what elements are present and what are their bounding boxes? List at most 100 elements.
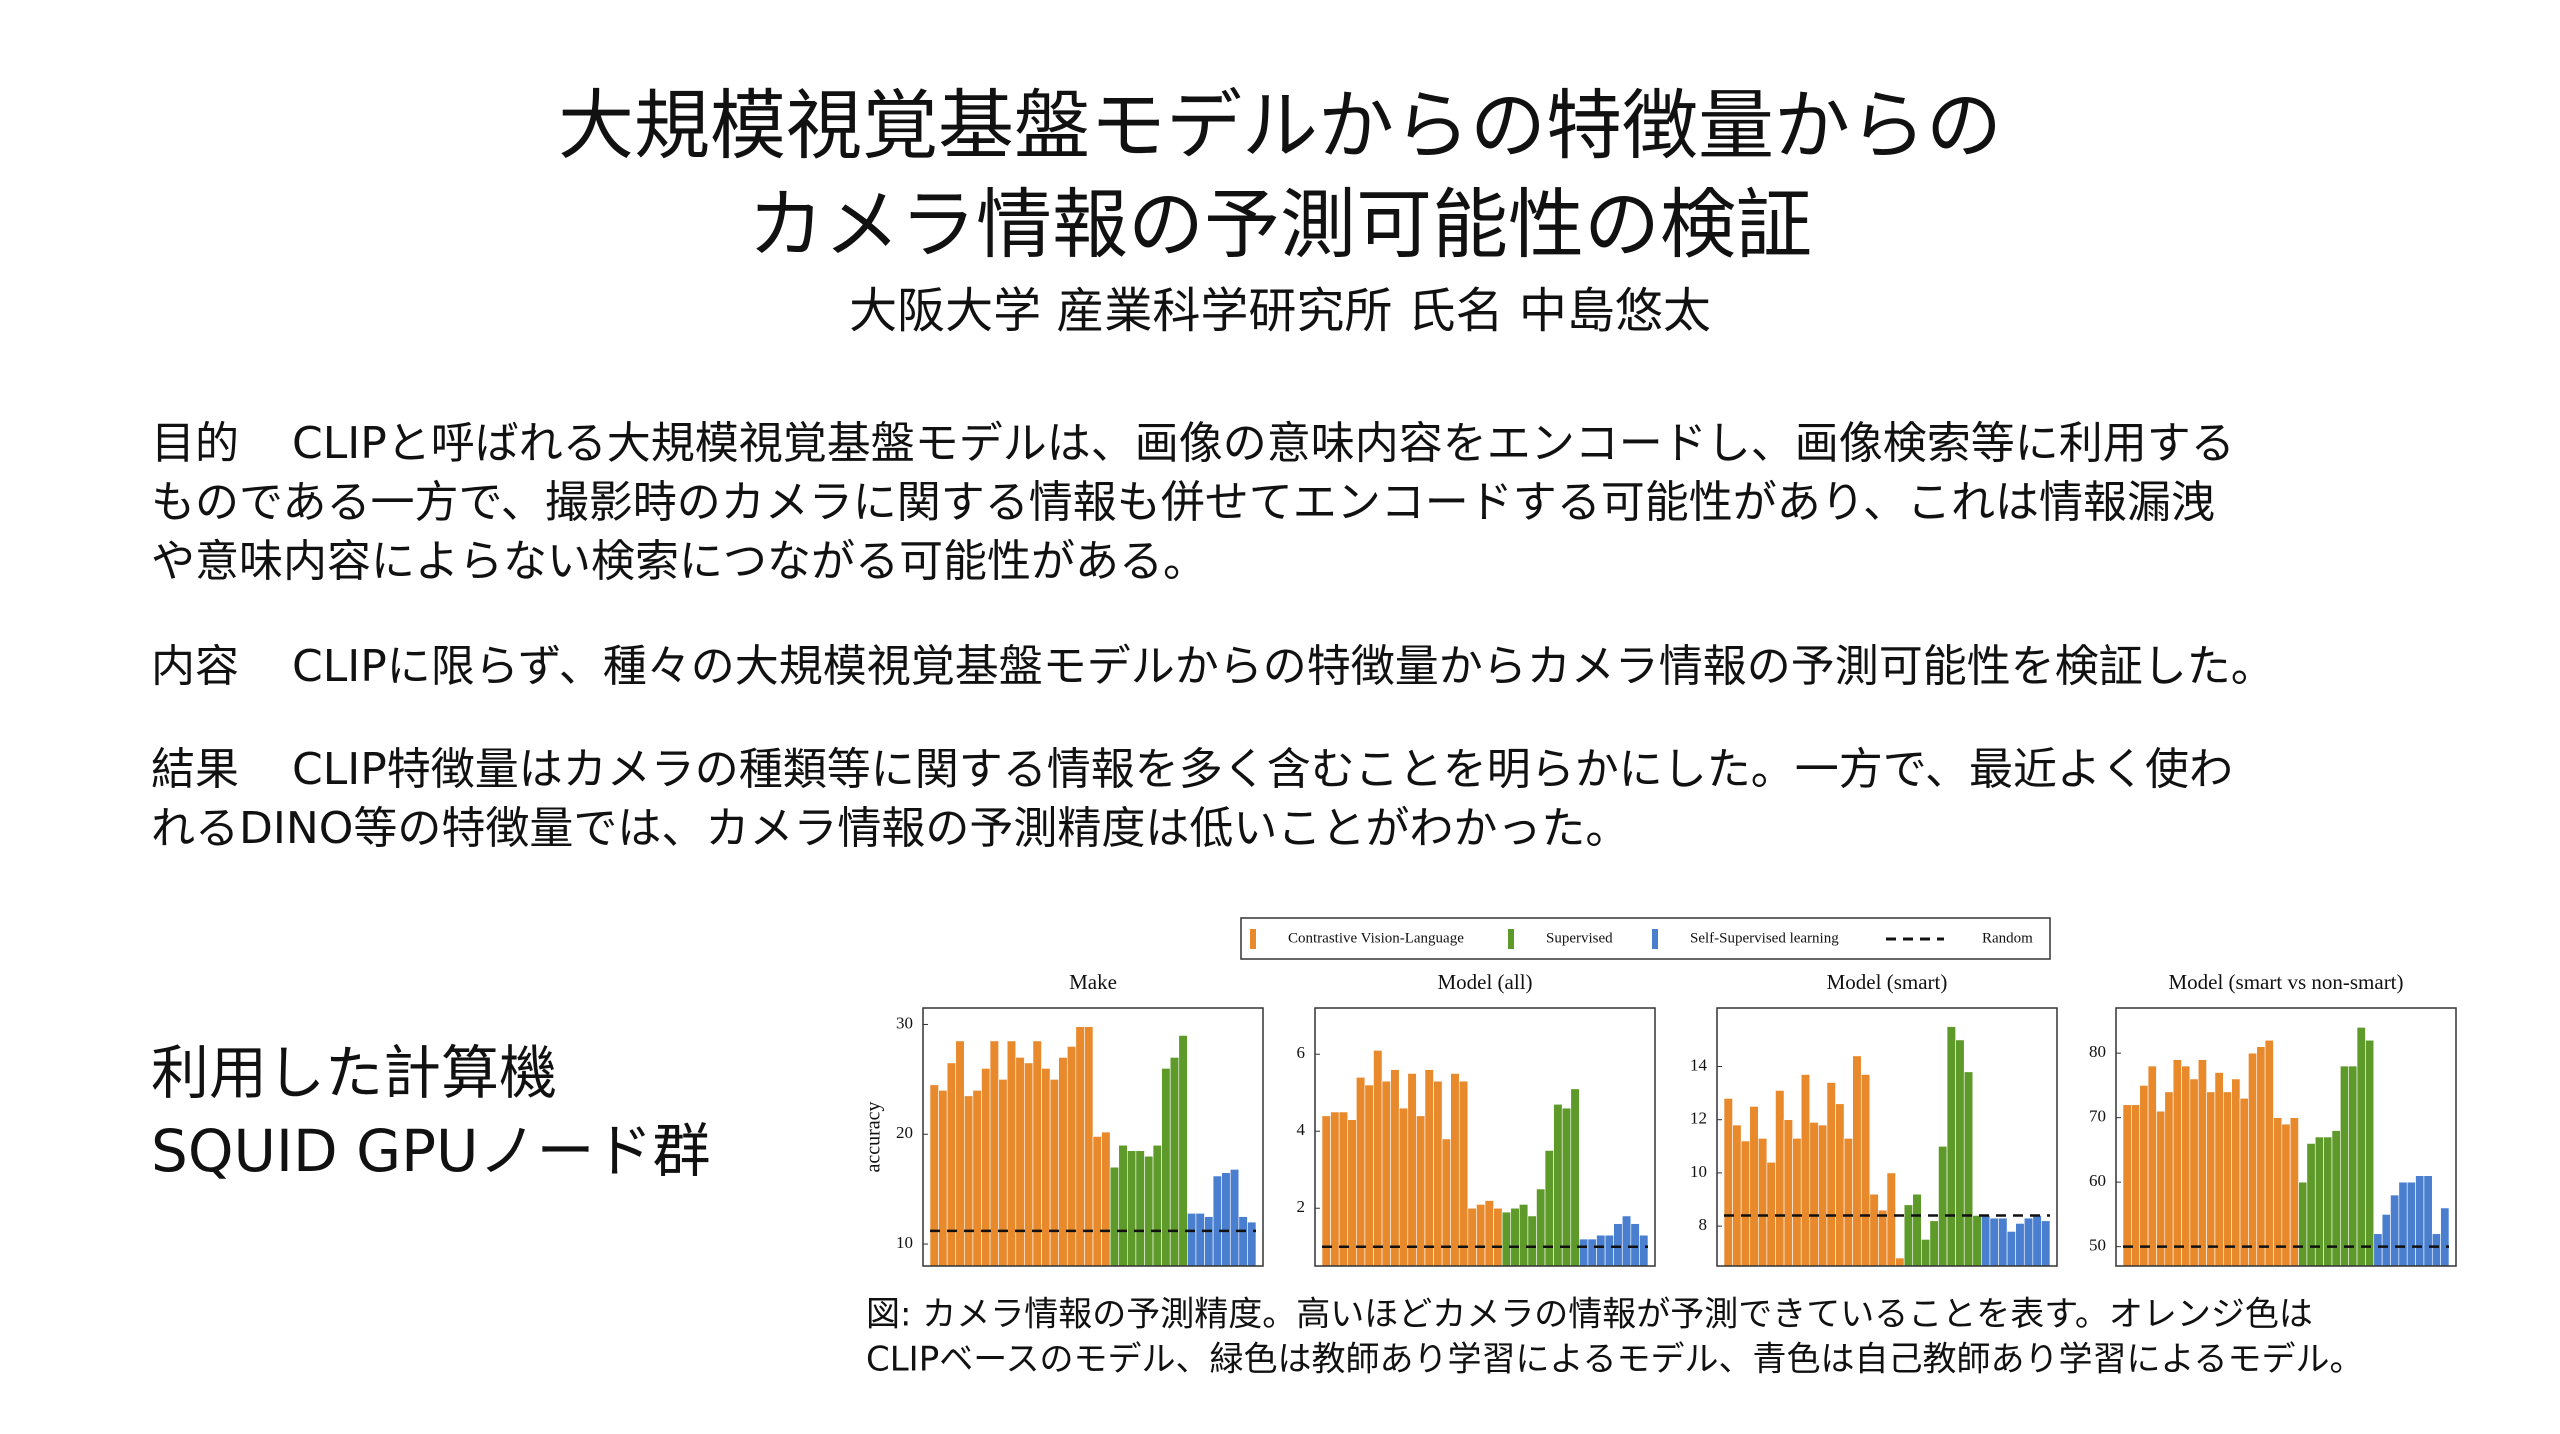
bar xyxy=(1187,1213,1197,1267)
bar xyxy=(1476,1204,1486,1267)
bar xyxy=(2197,1059,2207,1267)
bar xyxy=(1015,1057,1025,1267)
bar xyxy=(1596,1234,1606,1267)
bar xyxy=(1843,1138,1853,1267)
bar xyxy=(1407,1073,1417,1267)
bar xyxy=(2256,1046,2266,1267)
plot-frame xyxy=(1314,1007,1656,1267)
bar xyxy=(1536,1188,1546,1267)
bar xyxy=(1740,1140,1751,1267)
section-label: 目的 xyxy=(151,418,239,469)
section-text: CLIP特徴量はカメラの種類等に関する情報を多く含むことを明らかにした。一方で、… xyxy=(292,744,2233,795)
y-tick-label: 4 xyxy=(1297,1120,1306,1139)
bar xyxy=(2239,1098,2249,1267)
bar xyxy=(1903,1204,1914,1267)
bar xyxy=(1058,1057,1068,1267)
computer: SQUID GPUノード群 xyxy=(151,1117,711,1185)
bar xyxy=(2181,1065,2191,1267)
y-axis-label: accuracy xyxy=(863,1101,885,1172)
bar xyxy=(1732,1124,1742,1267)
bar xyxy=(1006,1040,1017,1267)
bar xyxy=(1519,1204,1529,1267)
y-tick-label: 80 xyxy=(2089,1042,2106,1061)
bar xyxy=(2398,1181,2408,1267)
section-text: CLIPと呼ばれる大規模視覚基盤モデルは、画像の意味内容をエンコードし、画像検索… xyxy=(292,418,2235,469)
bar xyxy=(2041,1220,2051,1267)
bar xyxy=(2164,1091,2174,1267)
bar xyxy=(2431,1233,2441,1267)
bar xyxy=(2189,1078,2199,1267)
bar xyxy=(1981,1215,1991,1267)
bar xyxy=(1024,1062,1034,1267)
bar xyxy=(1852,1055,1862,1267)
bar xyxy=(1869,1193,1879,1267)
bar xyxy=(2006,1231,2016,1267)
bar xyxy=(1604,1234,1614,1267)
bar xyxy=(1221,1172,1231,1267)
bar xyxy=(998,1079,1008,1267)
bar xyxy=(1424,1069,1434,1267)
bar xyxy=(1484,1200,1494,1267)
bar xyxy=(1639,1234,1649,1267)
bar xyxy=(2406,1181,2416,1267)
bar xyxy=(1946,1026,1956,1267)
title: カメラ情報の予測可能性の検証 xyxy=(748,180,1812,269)
bar xyxy=(1373,1050,1383,1267)
legend-label: Random xyxy=(1982,930,2033,946)
bar xyxy=(2172,1059,2182,1267)
bar xyxy=(2223,1091,2232,1267)
subtitle: 大阪大学 産業科学研究所 氏名 中島悠太 xyxy=(849,283,1711,339)
bar xyxy=(2139,1085,2149,1267)
bar xyxy=(1416,1115,1426,1267)
bar xyxy=(1101,1131,1111,1267)
bar xyxy=(1527,1215,1537,1267)
bar xyxy=(1800,1074,1811,1267)
bar xyxy=(2356,1027,2366,1267)
bar xyxy=(938,1090,948,1267)
bar xyxy=(2423,1175,2433,1267)
bar xyxy=(1929,1220,1939,1267)
bar xyxy=(1238,1216,1248,1267)
bar xyxy=(1212,1175,1222,1267)
y-tick-label: 30 xyxy=(896,1013,913,1032)
bar xyxy=(2131,1104,2141,1267)
bar xyxy=(1356,1077,1366,1267)
bar xyxy=(2147,1065,2157,1267)
bar xyxy=(2264,1039,2274,1267)
bar xyxy=(1161,1068,1171,1267)
bar xyxy=(2032,1215,2042,1267)
plot-frame xyxy=(922,1007,1264,1267)
bar xyxy=(2298,1181,2308,1267)
bar xyxy=(1135,1150,1145,1267)
y-tick-label: 20 xyxy=(896,1123,913,1142)
section-label: 内容 xyxy=(151,641,239,692)
bar xyxy=(1587,1238,1597,1267)
bar xyxy=(1630,1223,1640,1267)
bar xyxy=(2281,1123,2291,1267)
panel-title: Model (smart) xyxy=(1827,970,1948,994)
bar xyxy=(2248,1052,2258,1267)
bar xyxy=(1553,1103,1563,1267)
bar xyxy=(1809,1122,1819,1267)
y-tick-label: 60 xyxy=(2089,1171,2106,1190)
bar xyxy=(2440,1207,2450,1267)
bar xyxy=(2023,1217,2034,1267)
bar xyxy=(1338,1111,1349,1267)
y-tick-label: 8 xyxy=(1699,1215,1708,1234)
bar xyxy=(2348,1065,2358,1267)
panel-title: Make xyxy=(1069,970,1117,994)
section-text: CLIPに限らず、種々の大規模視覚基盤モデルからの特徴量からカメラ情報の予測可能… xyxy=(292,641,2275,692)
y-tick-label: 50 xyxy=(2089,1236,2106,1255)
bar xyxy=(946,1062,957,1267)
bar xyxy=(2156,1110,2166,1267)
bar xyxy=(2373,1233,2383,1267)
bar xyxy=(2273,1117,2283,1267)
bar xyxy=(1032,1040,1042,1267)
bar xyxy=(1792,1138,1802,1267)
bar xyxy=(1912,1193,1922,1267)
bar xyxy=(1621,1215,1632,1267)
bar xyxy=(1450,1073,1460,1267)
bar xyxy=(1921,1239,1931,1267)
bar xyxy=(1758,1138,1768,1267)
